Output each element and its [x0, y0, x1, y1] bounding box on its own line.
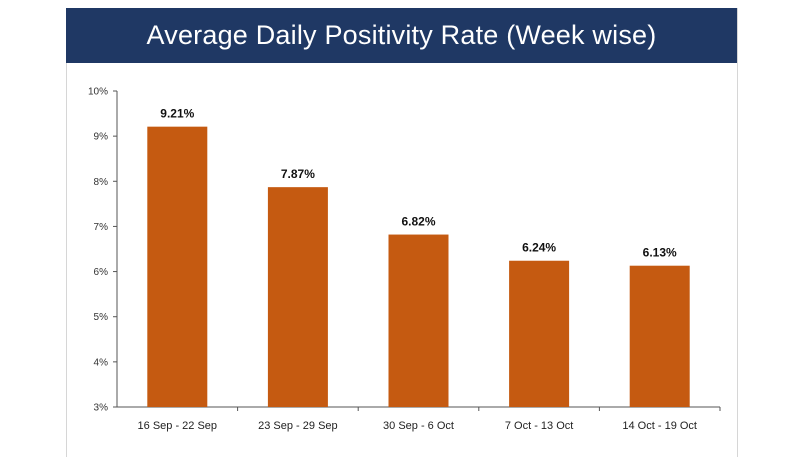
bars [147, 126, 690, 408]
x-category-label: 14 Oct - 19 Oct [622, 420, 697, 432]
title-banner: Average Daily Positivity Rate (Week wise… [66, 8, 737, 63]
bar [629, 265, 690, 407]
y-axis: 3% 4% 5% 6% 7% 8% 9% 10% [88, 87, 118, 414]
x-category-label: 23 Sep - 29 Sep [258, 420, 338, 432]
y-tick-label: 6% [94, 267, 109, 278]
chart-title: Average Daily Positivity Rate (Week wise… [146, 20, 657, 50]
bar [147, 126, 208, 408]
data-labels: 9.21% 7.87% 6.82% 6.24% 6.13% [160, 107, 677, 260]
slide-frame-left-border [66, 8, 67, 457]
y-tick-label: 10% [88, 87, 108, 98]
bar-value-label: 7.87% [281, 167, 315, 181]
slide-frame-right-border [737, 8, 738, 457]
bar-value-label: 6.82% [401, 215, 435, 229]
y-tick-label: 5% [94, 312, 109, 323]
x-category-label: 16 Sep - 22 Sep [138, 420, 218, 432]
y-tick-label: 7% [94, 222, 109, 233]
bar-value-label: 6.13% [643, 246, 677, 260]
x-axis: 16 Sep - 22 Sep 23 Sep - 29 Sep 30 Sep - 6… [117, 406, 721, 432]
bar-value-label: 9.21% [160, 107, 194, 121]
bar [509, 260, 570, 407]
y-tick-label: 4% [94, 357, 109, 368]
bar-value-label: 6.24% [522, 241, 556, 255]
y-tick-label: 8% [94, 177, 109, 188]
x-category-label: 7 Oct - 13 Oct [505, 420, 573, 432]
y-tick-label: 3% [94, 403, 109, 414]
bar [388, 234, 449, 407]
x-category-label: 30 Sep - 6 Oct [383, 420, 454, 432]
bar [267, 187, 328, 407]
y-tick-label: 9% [94, 132, 109, 143]
